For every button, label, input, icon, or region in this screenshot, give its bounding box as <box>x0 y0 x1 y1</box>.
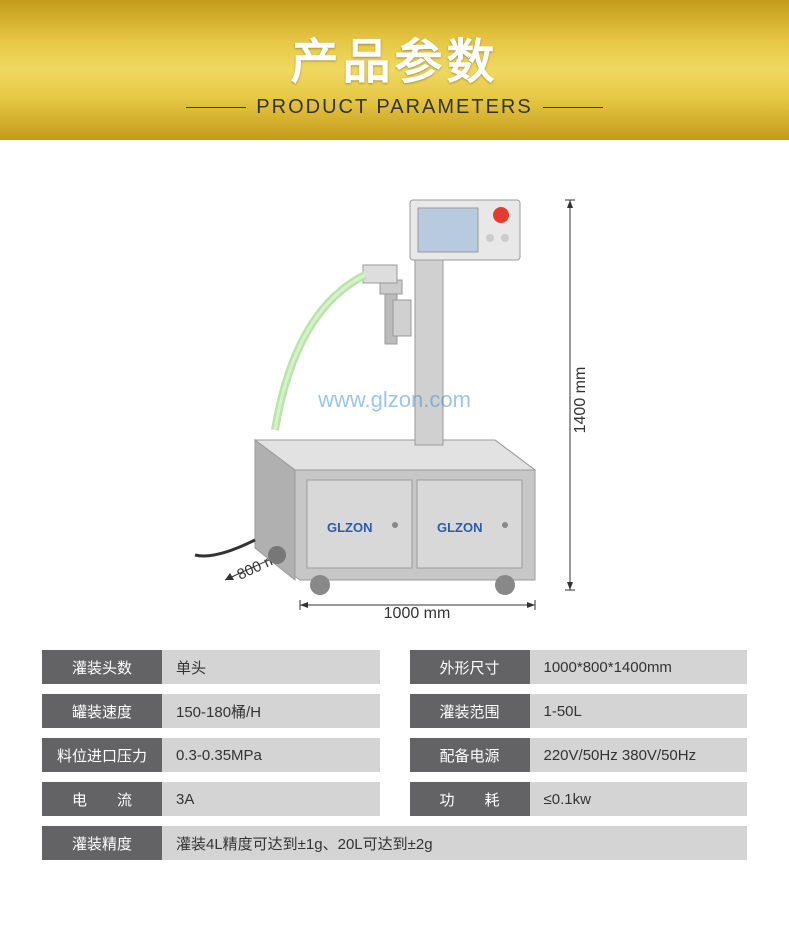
param-pair: 电 流 3A <box>42 782 380 816</box>
param-row: 电 流 3A 功 耗 ≤0.1kw <box>42 782 747 816</box>
param-pair: 料位进口压力 0.3-0.35MPa <box>42 738 380 772</box>
param-label: 电 流 <box>42 782 162 816</box>
product-diagram: 1400 mm 1000 mm 800 mm GLZON GLZON <box>0 140 789 640</box>
param-value: 单头 <box>162 650 380 684</box>
param-row: 料位进口压力 0.3-0.35MPa 配备电源 220V/50Hz 380V/5… <box>42 738 747 772</box>
param-row: 罐装速度 150-180桶/H 灌装范围 1-50L <box>42 694 747 728</box>
param-value: 1000*800*1400mm <box>530 650 748 684</box>
param-value: 0.3-0.35MPa <box>162 738 380 772</box>
param-value: 灌装4L精度可达到±1g、20L可达到±2g <box>162 826 747 860</box>
param-pair: 灌装范围 1-50L <box>410 694 748 728</box>
param-value: 3A <box>162 782 380 816</box>
header-title-chinese: 产品参数 <box>290 22 498 92</box>
param-value: 1-50L <box>530 694 748 728</box>
emergency-stop-icon <box>493 207 509 223</box>
param-value: ≤0.1kw <box>530 782 748 816</box>
parameters-table: 灌装头数 单头 外形尺寸 1000*800*1400mm 罐装速度 150-18… <box>0 640 789 860</box>
param-label: 罐装速度 <box>42 694 162 728</box>
param-label: 外形尺寸 <box>410 650 530 684</box>
brand-logo-left: GLZON <box>327 520 373 535</box>
param-pair: 外形尺寸 1000*800*1400mm <box>410 650 748 684</box>
param-label: 灌装精度 <box>42 826 162 860</box>
param-label: 灌装头数 <box>42 650 162 684</box>
watermark-text: www.glzon.com <box>318 387 471 413</box>
dim-width-label: 1000 mm <box>383 605 450 620</box>
param-value: 150-180桶/H <box>162 694 380 728</box>
param-pair: 配备电源 220V/50Hz 380V/50Hz <box>410 738 748 772</box>
param-value: 220V/50Hz 380V/50Hz <box>530 738 748 772</box>
header-banner: 产品参数 PRODUCT PARAMETERS <box>0 0 789 140</box>
header-title-english: PRODUCT PARAMETERS <box>216 96 572 119</box>
param-label: 料位进口压力 <box>42 738 162 772</box>
dim-height-label: 1400 mm <box>572 367 589 434</box>
param-pair: 罐装速度 150-180桶/H <box>42 694 380 728</box>
param-label: 配备电源 <box>410 738 530 772</box>
param-pair: 功 耗 ≤0.1kw <box>410 782 748 816</box>
param-pair: 灌装头数 单头 <box>42 650 380 684</box>
param-pair-full: 灌装精度 灌装4L精度可达到±1g、20L可达到±2g <box>42 826 747 860</box>
param-label: 灌装范围 <box>410 694 530 728</box>
param-row: 灌装头数 单头 外形尺寸 1000*800*1400mm <box>42 650 747 684</box>
param-row-full: 灌装精度 灌装4L精度可达到±1g、20L可达到±2g <box>42 826 747 860</box>
param-label: 功 耗 <box>410 782 530 816</box>
brand-logo-right: GLZON <box>437 520 483 535</box>
